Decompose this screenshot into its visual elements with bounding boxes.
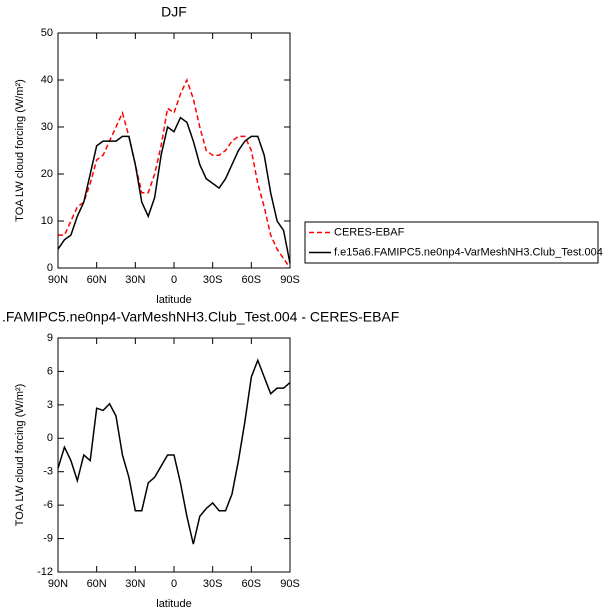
data-line — [57, 358, 291, 545]
y-tick-label: 50 — [41, 27, 53, 39]
plot-frame — [57, 337, 291, 573]
x-tick-label: 30S — [203, 274, 223, 286]
y-tick-label: 40 — [41, 74, 53, 86]
chart-title: .FAMIPC5.ne0np4-VarMeshNH3.Club_Test.004… — [2, 309, 399, 325]
y-tick-label: 10 — [41, 215, 53, 227]
legend-label: CERES-EBAF — [334, 226, 405, 238]
y-tick-label: -3 — [43, 466, 53, 478]
y-tick-label: -9 — [43, 532, 53, 544]
data-line — [57, 116, 291, 264]
x-tick-label: 30N — [125, 578, 145, 590]
y-tick-label: 30 — [41, 121, 53, 133]
y-tick-label: 9 — [47, 332, 53, 344]
y-axis-label: TOA LW cloud forcing (W/m²) — [14, 384, 26, 527]
x-tick-label: 60N — [87, 274, 107, 286]
x-axis-label: latitude — [156, 294, 191, 306]
x-tick-label: 60N — [87, 578, 107, 590]
x-tick-label: 30S — [203, 578, 223, 590]
x-tick-label: 0 — [171, 274, 177, 286]
x-tick-label: 90S — [280, 274, 300, 286]
y-tick-label: -12 — [37, 566, 53, 578]
y-tick-label: 3 — [47, 399, 53, 411]
y-tick-label: 0 — [47, 262, 53, 274]
chart-title: DJF — [161, 4, 187, 20]
y-tick-label: 20 — [41, 168, 53, 180]
plot-frame — [57, 32, 291, 269]
x-tick-label: 30N — [125, 274, 145, 286]
x-tick-label: 90N — [48, 578, 68, 590]
x-tick-label: 90N — [48, 274, 68, 286]
x-tick-label: 90S — [280, 578, 300, 590]
y-tick-label: -6 — [43, 499, 53, 511]
x-axis-label: latitude — [156, 598, 191, 610]
y-tick-label: 0 — [47, 432, 53, 444]
legend-box — [304, 221, 599, 264]
data-line — [58, 77, 291, 269]
x-tick-label: 60S — [242, 578, 262, 590]
x-tick-label: 60S — [242, 274, 262, 286]
y-tick-label: 6 — [47, 365, 53, 377]
x-tick-label: 0 — [171, 578, 177, 590]
legend-label: f.e15a6.FAMIPC5.ne0np4-VarMeshNH3.Club_T… — [334, 246, 603, 258]
y-axis-label: TOA LW cloud forcing (W/m²) — [14, 79, 26, 222]
